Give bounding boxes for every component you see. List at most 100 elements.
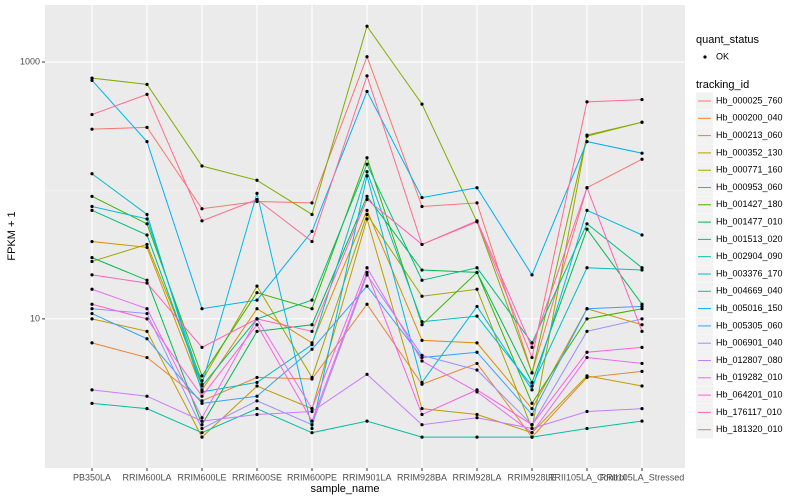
data-point <box>365 372 369 376</box>
data-point <box>200 431 204 435</box>
data-point <box>475 314 479 318</box>
data-point <box>365 174 369 178</box>
data-point <box>640 361 644 366</box>
data-point <box>200 426 204 431</box>
data-point <box>310 229 314 233</box>
data-point <box>200 394 204 398</box>
data-point <box>145 307 149 311</box>
data-point <box>530 423 534 427</box>
data-point <box>145 337 149 341</box>
data-point <box>200 164 204 168</box>
data-point <box>640 407 644 411</box>
data-point <box>90 194 94 198</box>
data-point <box>90 302 94 306</box>
legend-label: Hb_000200_040 <box>716 113 783 123</box>
data-point <box>530 431 534 435</box>
data-point <box>200 399 204 403</box>
data-point <box>200 390 204 394</box>
legend-label: Hb_000213_060 <box>716 130 783 140</box>
data-point <box>585 100 589 104</box>
legend-label: Hb_064201_010 <box>716 389 783 399</box>
data-point <box>475 270 479 275</box>
data-point <box>200 219 204 223</box>
data-point <box>365 197 369 202</box>
data-point <box>420 242 424 247</box>
data-point <box>310 239 314 244</box>
data-point <box>585 355 589 360</box>
data-point <box>640 233 644 237</box>
data-point <box>530 388 534 392</box>
data-point <box>585 227 589 231</box>
data-point <box>640 369 644 373</box>
data-point <box>640 266 644 270</box>
data-point <box>640 307 644 311</box>
data-point <box>145 317 149 321</box>
data-point <box>310 329 314 333</box>
data-point <box>365 266 369 270</box>
data-point <box>475 287 479 291</box>
data-point <box>90 208 94 212</box>
data-point <box>475 186 479 190</box>
data-point <box>255 412 259 417</box>
data-point <box>365 162 369 166</box>
data-point <box>145 355 149 360</box>
legend-label: Hb_006901_040 <box>716 338 783 348</box>
data-point <box>530 345 534 349</box>
data-point <box>90 172 94 176</box>
data-point <box>200 307 204 311</box>
data-point <box>365 74 369 78</box>
data-point <box>475 304 479 309</box>
legend-label: OK <box>716 51 729 61</box>
data-point <box>310 409 314 414</box>
data-point <box>90 76 94 80</box>
data-point <box>310 201 314 205</box>
data-point <box>310 212 314 217</box>
x-tick-label: RRII105LA_Stressed <box>600 472 685 482</box>
legend-key <box>703 55 707 59</box>
data-point <box>255 323 259 327</box>
data-point <box>310 431 314 435</box>
data-point <box>310 347 314 351</box>
data-point <box>255 380 259 385</box>
data-point <box>310 419 314 423</box>
data-point <box>640 157 644 161</box>
data-point <box>145 281 149 285</box>
data-point <box>365 55 369 59</box>
data-point <box>420 323 424 327</box>
data-point <box>255 307 259 311</box>
data-point <box>475 220 479 224</box>
data-point <box>365 419 369 423</box>
data-point <box>475 361 479 366</box>
data-point <box>90 78 94 82</box>
data-point <box>145 242 149 247</box>
data-point <box>90 112 94 117</box>
data-point <box>310 307 314 311</box>
data-point <box>90 341 94 345</box>
legend-label: Hb_000352_130 <box>716 147 783 157</box>
x-tick-label: RRII105LA_Control <box>548 472 626 482</box>
data-point <box>420 320 424 324</box>
data-point <box>530 371 534 375</box>
data-point <box>585 208 589 212</box>
data-point <box>200 423 204 427</box>
data-point <box>90 204 94 209</box>
legend-label: Hb_000025_760 <box>716 95 783 105</box>
data-point <box>255 399 259 403</box>
legend-label: Hb_019282_010 <box>716 372 783 382</box>
data-point <box>585 350 589 354</box>
data-point <box>90 273 94 277</box>
data-point <box>475 388 479 392</box>
y-tick-label: 10 <box>30 313 40 323</box>
data-point <box>420 380 424 385</box>
data-point <box>365 208 369 212</box>
y-tick-label: 1000 <box>20 56 40 66</box>
data-point <box>475 435 479 439</box>
x-tick-label: RRIM928LA <box>452 472 501 482</box>
data-point <box>200 416 204 420</box>
data-point <box>90 307 94 311</box>
data-point <box>255 329 259 333</box>
data-point <box>90 127 94 131</box>
data-point <box>145 82 149 86</box>
x-tick-label: RRIM928BA <box>397 472 447 482</box>
